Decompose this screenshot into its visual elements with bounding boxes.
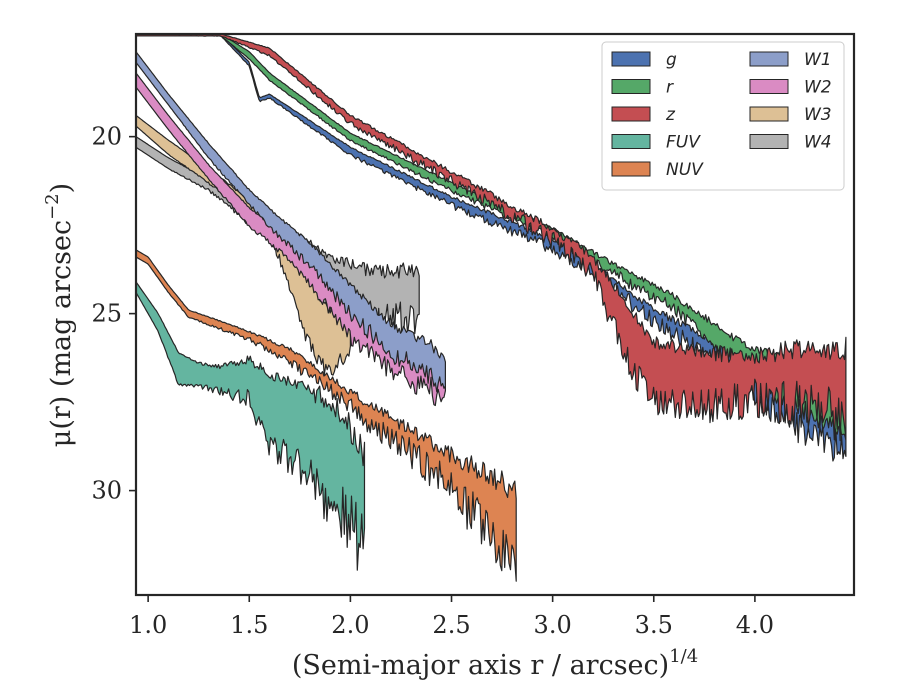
series-r-band — [135, 33, 847, 441]
legend-swatch-w4 — [749, 134, 789, 149]
x-tick-label: 2.0 — [331, 611, 369, 639]
y-tick-label: 25 — [91, 300, 122, 328]
ticks-layer: 1.0 1.5 2.0 2.5 3.0 3.5 4.0 20 25 30 — [91, 123, 774, 639]
legend-swatch-z — [611, 106, 651, 122]
legend-swatch-w2 — [749, 79, 789, 94]
x-tick-label: 1.0 — [129, 611, 167, 639]
legend-swatch-w3 — [749, 106, 789, 122]
legend-label-w4: W4 — [804, 133, 832, 153]
y-tick-label: 30 — [91, 477, 122, 505]
legend-swatch-r — [611, 79, 651, 94]
legend: grz FUV NUV W1 W2 W3 W4 — [601, 41, 845, 191]
legend-label-fuv: FUV — [666, 133, 701, 153]
x-tick-label: 3.0 — [534, 611, 572, 639]
x-tick-label: 2.5 — [432, 611, 470, 639]
series-nuv-band — [135, 249, 517, 582]
legend-swatch-fuv — [611, 134, 651, 149]
legend-entries: grz FUV NUV W1 W2 W3 W4 — [611, 50, 832, 180]
plot-frame — [134, 32, 856, 597]
series-w1-band — [135, 51, 446, 393]
legend-label-w1: W1 — [804, 50, 832, 70]
series-z-band — [135, 33, 847, 442]
legend-label-g: g — [666, 50, 677, 70]
legend-swatch-g — [611, 51, 651, 67]
legend-swatch-nuv — [611, 161, 651, 177]
legend-label-r: r — [666, 78, 674, 98]
legend-label-nuv: NUV — [666, 160, 704, 180]
legend-label-z: z — [665, 105, 676, 125]
y-axis-label: μ(r) (mag arcsec−2) — [42, 183, 77, 447]
legend-label-w2: W2 — [804, 78, 832, 98]
legend-swatch-w1 — [749, 51, 789, 67]
series-g-band — [135, 33, 847, 462]
legend-label-w3: W3 — [804, 105, 832, 125]
series-fuv-band — [135, 281, 366, 571]
y-tick-label: 20 — [91, 123, 122, 151]
x-axis-label: (Semi-major axis r / arcsec)1/4 — [292, 646, 698, 681]
x-tick-label: 3.5 — [635, 611, 673, 639]
x-tick-label: 4.0 — [736, 611, 774, 639]
x-tick-label: 1.5 — [230, 611, 268, 639]
